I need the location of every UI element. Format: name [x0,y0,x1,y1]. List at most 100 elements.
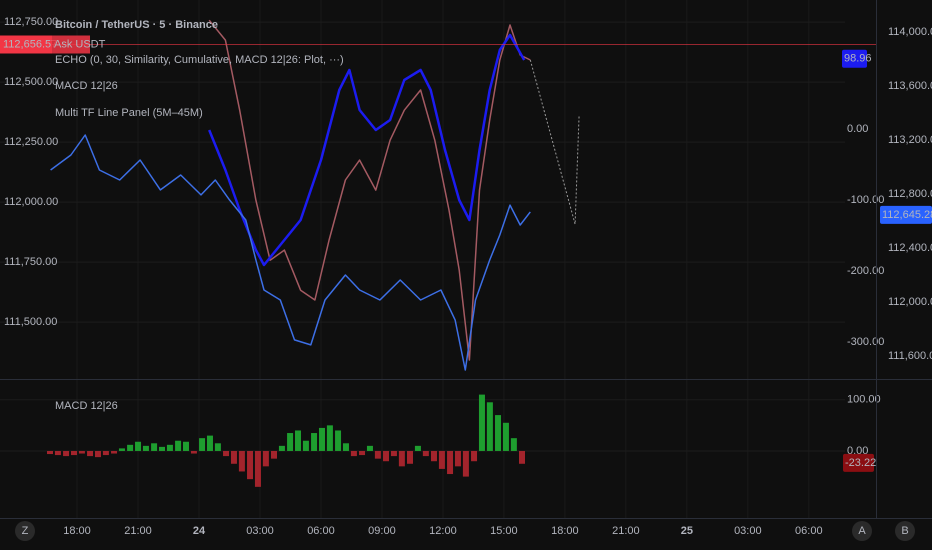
x-tick-label: 18:00 [551,525,579,537]
histogram-bar [182,441,189,451]
histogram-bar [230,450,237,464]
histogram-bar [223,450,230,457]
x-tick-label: 24 [193,525,206,537]
histogram-bar [318,427,325,451]
y-tick-label: 112,400.00 [888,242,932,254]
histogram-bar [430,450,437,462]
histogram-bar [311,433,318,451]
histogram-bar [510,438,517,451]
x-tick-label: 03:00 [246,525,274,537]
histogram-bar [438,450,445,469]
price-tag-box [880,205,932,224]
histogram-bar [287,433,294,451]
histogram-bar [422,450,429,457]
y-tick-label: 112,500.00 [4,76,58,88]
y-tick-label: 112,750.00 [4,16,58,28]
histogram-bar [454,450,461,467]
y-tick-label: 111,600.00 [888,350,932,362]
histogram-bar [78,450,85,454]
price-tag-box [0,35,52,54]
histogram-bar [335,430,342,451]
chart-title: Bitcoin / TetherUS · 5 · Binance [55,19,218,31]
histogram-bar [390,450,397,457]
histogram-bar [135,441,142,451]
histogram-bar [502,422,509,451]
series-line [208,19,531,361]
histogram-bar [406,450,413,464]
histogram-bar [271,450,278,459]
histogram-bar [359,450,366,456]
mark-layer [47,19,876,487]
legend-entry: ECHO (0, 30, Similarity, Cumulative, MAC… [55,54,344,66]
histogram-bar [383,450,390,462]
toolbar-button[interactable] [852,521,872,541]
price-tag-box [843,453,874,472]
histogram-bar [54,450,61,456]
histogram-bar [63,450,70,457]
histogram-bar [350,450,357,457]
price-tag-label: -23.22 [845,457,876,469]
series-line [50,134,531,371]
histogram-bar [102,450,109,456]
y-tick-label: -200.00 [847,265,884,277]
histogram-bar [127,444,134,451]
histogram-bar [199,438,206,451]
histogram-bar [447,450,454,475]
y-tick-label: 111,750.00 [4,256,57,268]
y-tick-label: 113,200.00 [888,134,932,146]
y-tick-label: 112,000.00 [888,296,932,308]
histogram-bar [495,415,502,451]
histogram-bar [342,443,349,451]
ask-tag-box [52,35,90,54]
histogram-bar [478,394,485,451]
histogram-bar [326,425,333,451]
histogram-bar [294,430,301,451]
histogram-bar [166,444,173,451]
histogram-bar [471,450,478,462]
y-tick-label: 114,000.00 [888,26,932,38]
x-tick-label: 18:00 [63,525,91,537]
histogram-bar [70,450,77,456]
series-line [208,33,526,267]
histogram-bar [278,445,285,451]
histogram-bar [159,446,166,451]
histogram-bar [374,450,381,459]
pane-title: MACD 12|26 [55,400,118,412]
x-tick-label: 15:00 [490,525,518,537]
toolbar-button-label[interactable]: B [901,525,908,537]
histogram-bar [398,450,405,467]
histogram-bar [262,450,269,467]
histogram-bar [247,450,254,480]
toolbar-button[interactable] [895,521,915,541]
toolbar-button-label[interactable]: A [858,525,866,537]
histogram-bar [47,450,54,455]
y-tick-label: 113,600.00 [888,80,932,92]
x-tick-label: 25 [681,525,693,537]
legend-entry: MACD 12|26 [55,80,118,92]
x-tick-label: 03:00 [734,525,762,537]
price-tag-label: 112,656.57 [3,38,57,50]
histogram-bar [462,450,469,477]
y-tick-label: 100.00 [847,394,881,406]
histogram-bar [519,450,526,464]
histogram-bar [486,402,493,451]
y-tick-label: -300.00 [847,336,884,348]
histogram-bar [254,450,261,487]
y-tick-label: 111,500.00 [4,316,57,328]
histogram-bar [94,450,101,458]
y-tick-label: -100.00 [847,194,884,206]
histogram-bar [366,445,373,451]
histogram-bar [111,450,118,454]
histogram-bar [190,450,197,454]
histogram-bar [175,440,182,451]
y-tick-label: 112,250.00 [4,136,58,148]
legend-entry: Multi TF Line Panel (5M–45M) [55,107,203,119]
x-tick-label: 06:00 [307,525,335,537]
toolbar-button-label[interactable]: Z [22,525,29,537]
histogram-bar [206,435,213,451]
toolbar-button[interactable] [15,521,35,541]
y-tick-label: 0.00 [847,123,868,135]
histogram-bar [214,443,221,451]
